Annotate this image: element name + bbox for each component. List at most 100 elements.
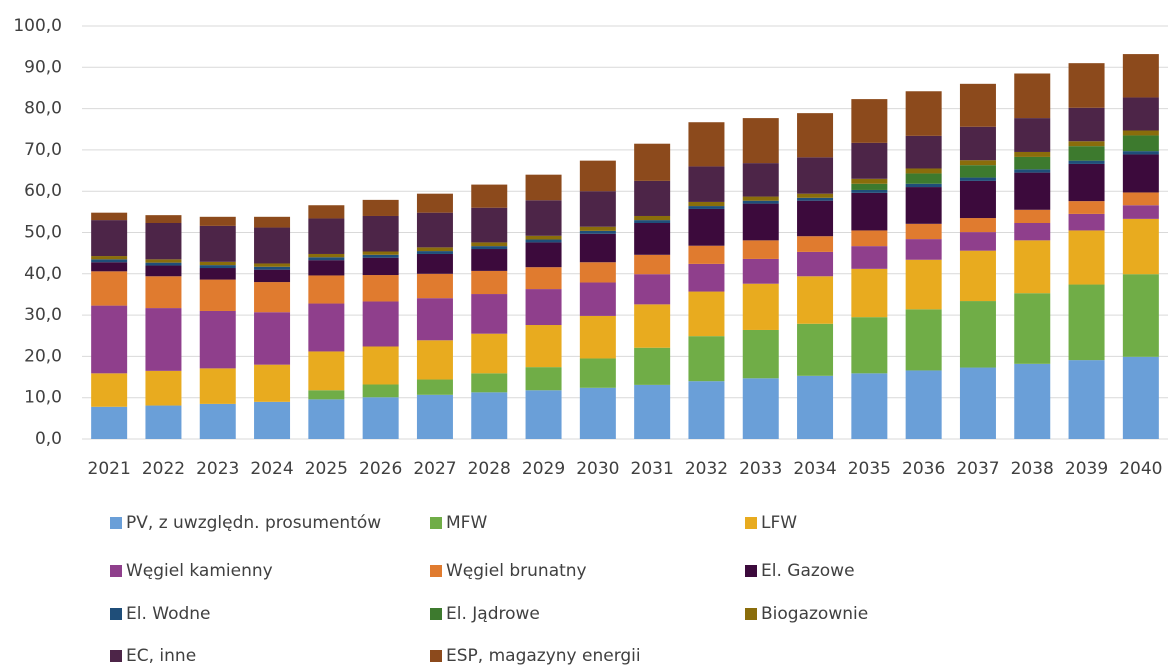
bar-segment <box>634 274 671 305</box>
bar-segment <box>688 245 725 264</box>
y-tick-label: 100,0 <box>13 16 62 36</box>
y-tick-label: 0,0 <box>35 429 62 449</box>
bar-segment <box>199 268 236 280</box>
bar-segment <box>959 301 996 368</box>
bar-segment <box>959 180 996 219</box>
bar-segment <box>91 220 128 257</box>
bar-segment <box>851 230 888 247</box>
bar-segment <box>1014 363 1051 439</box>
y-tick-label: 70,0 <box>24 140 62 160</box>
bar-segment <box>579 358 616 388</box>
bar-segment <box>742 200 779 204</box>
legend-label: El. Gazowe <box>761 561 855 581</box>
bar-segment <box>797 197 834 201</box>
bar-segment <box>742 329 779 379</box>
bar-segment <box>797 375 834 439</box>
bar-segment <box>688 201 725 207</box>
bar-segment <box>416 193 453 213</box>
bar-segment <box>959 250 996 302</box>
bar-segment <box>525 235 562 240</box>
x-tick-label: 2029 <box>522 459 565 479</box>
bar-segment <box>362 275 399 302</box>
legend-swatch <box>745 565 757 577</box>
bar-segment <box>1068 141 1105 147</box>
bar-segment <box>579 226 616 231</box>
bar-segment <box>471 207 508 243</box>
bar-segment <box>742 203 779 241</box>
bar-segment <box>525 267 562 290</box>
bar-segment <box>416 253 453 274</box>
bar-segment <box>688 381 725 439</box>
legend-swatch <box>430 650 442 662</box>
bar-segment <box>1014 209 1051 224</box>
bar-segment <box>471 242 508 247</box>
bar-segment <box>959 160 996 166</box>
bar-segment <box>308 253 345 258</box>
bar-segment <box>91 305 128 374</box>
bar-segment <box>254 269 291 283</box>
bar-segment <box>362 215 399 252</box>
bar-segment <box>1122 130 1159 136</box>
bar-segment <box>254 282 291 313</box>
bar-segment <box>308 205 345 219</box>
bar-segment <box>634 254 671 275</box>
bar-segment <box>634 180 671 216</box>
bar-segment <box>416 251 453 254</box>
bar-segment <box>579 233 616 263</box>
bar-segment <box>905 91 942 136</box>
bar-segment <box>199 261 236 266</box>
bar-segment <box>634 143 671 181</box>
bar-segment <box>959 367 996 439</box>
bar-segment <box>851 192 888 231</box>
bar-segment <box>1068 163 1105 202</box>
bar-segment <box>471 184 508 208</box>
legend-swatch <box>430 517 442 529</box>
y-tick-label: 20,0 <box>24 346 62 366</box>
bar-segment <box>308 390 345 400</box>
bar-segment <box>254 266 291 270</box>
bar-segment <box>91 256 128 260</box>
bar-segment <box>579 282 616 316</box>
y-tick-label: 30,0 <box>24 305 62 325</box>
bar-segment <box>199 225 236 262</box>
bar-segment <box>1014 240 1051 294</box>
bar-segment <box>1068 107 1105 142</box>
bar-segment <box>416 298 453 341</box>
bar-segment <box>688 263 725 292</box>
bar-segment <box>362 251 399 255</box>
bar-segment <box>797 157 834 194</box>
bar-segment <box>851 142 888 179</box>
y-tick-label: 10,0 <box>24 388 62 408</box>
bar-segment <box>199 279 236 311</box>
bar-segment <box>1014 293 1051 364</box>
bar-segment <box>1122 151 1159 155</box>
bar-segment <box>905 168 942 174</box>
legend-label: ESP, magazyny energii <box>446 646 641 666</box>
bar-segment <box>1068 213 1105 231</box>
bar-segment <box>145 265 182 277</box>
bar-segment <box>959 232 996 251</box>
bar-segment <box>1122 135 1159 152</box>
bar-segment <box>525 242 562 268</box>
legend-swatch <box>430 565 442 577</box>
bar-segment <box>471 246 508 250</box>
bar-segment <box>254 364 291 402</box>
bar-segment <box>851 183 888 190</box>
bar-segment <box>851 189 888 193</box>
x-tick-label: 2025 <box>305 459 348 479</box>
x-tick-label: 2033 <box>739 459 782 479</box>
bar-segment <box>525 325 562 368</box>
bar-segment <box>797 276 834 324</box>
bar-segment <box>525 200 562 236</box>
bar-segment <box>254 312 291 365</box>
bar-segment <box>1122 274 1159 357</box>
bar-segment <box>1014 73 1051 119</box>
x-tick-label: 2031 <box>631 459 674 479</box>
bar-segment <box>525 174 562 201</box>
bar-segment <box>1122 192 1159 206</box>
bar-segment <box>91 212 128 221</box>
bar-segment <box>199 310 236 369</box>
bar-segment <box>579 262 616 283</box>
legend-swatch <box>430 608 442 620</box>
